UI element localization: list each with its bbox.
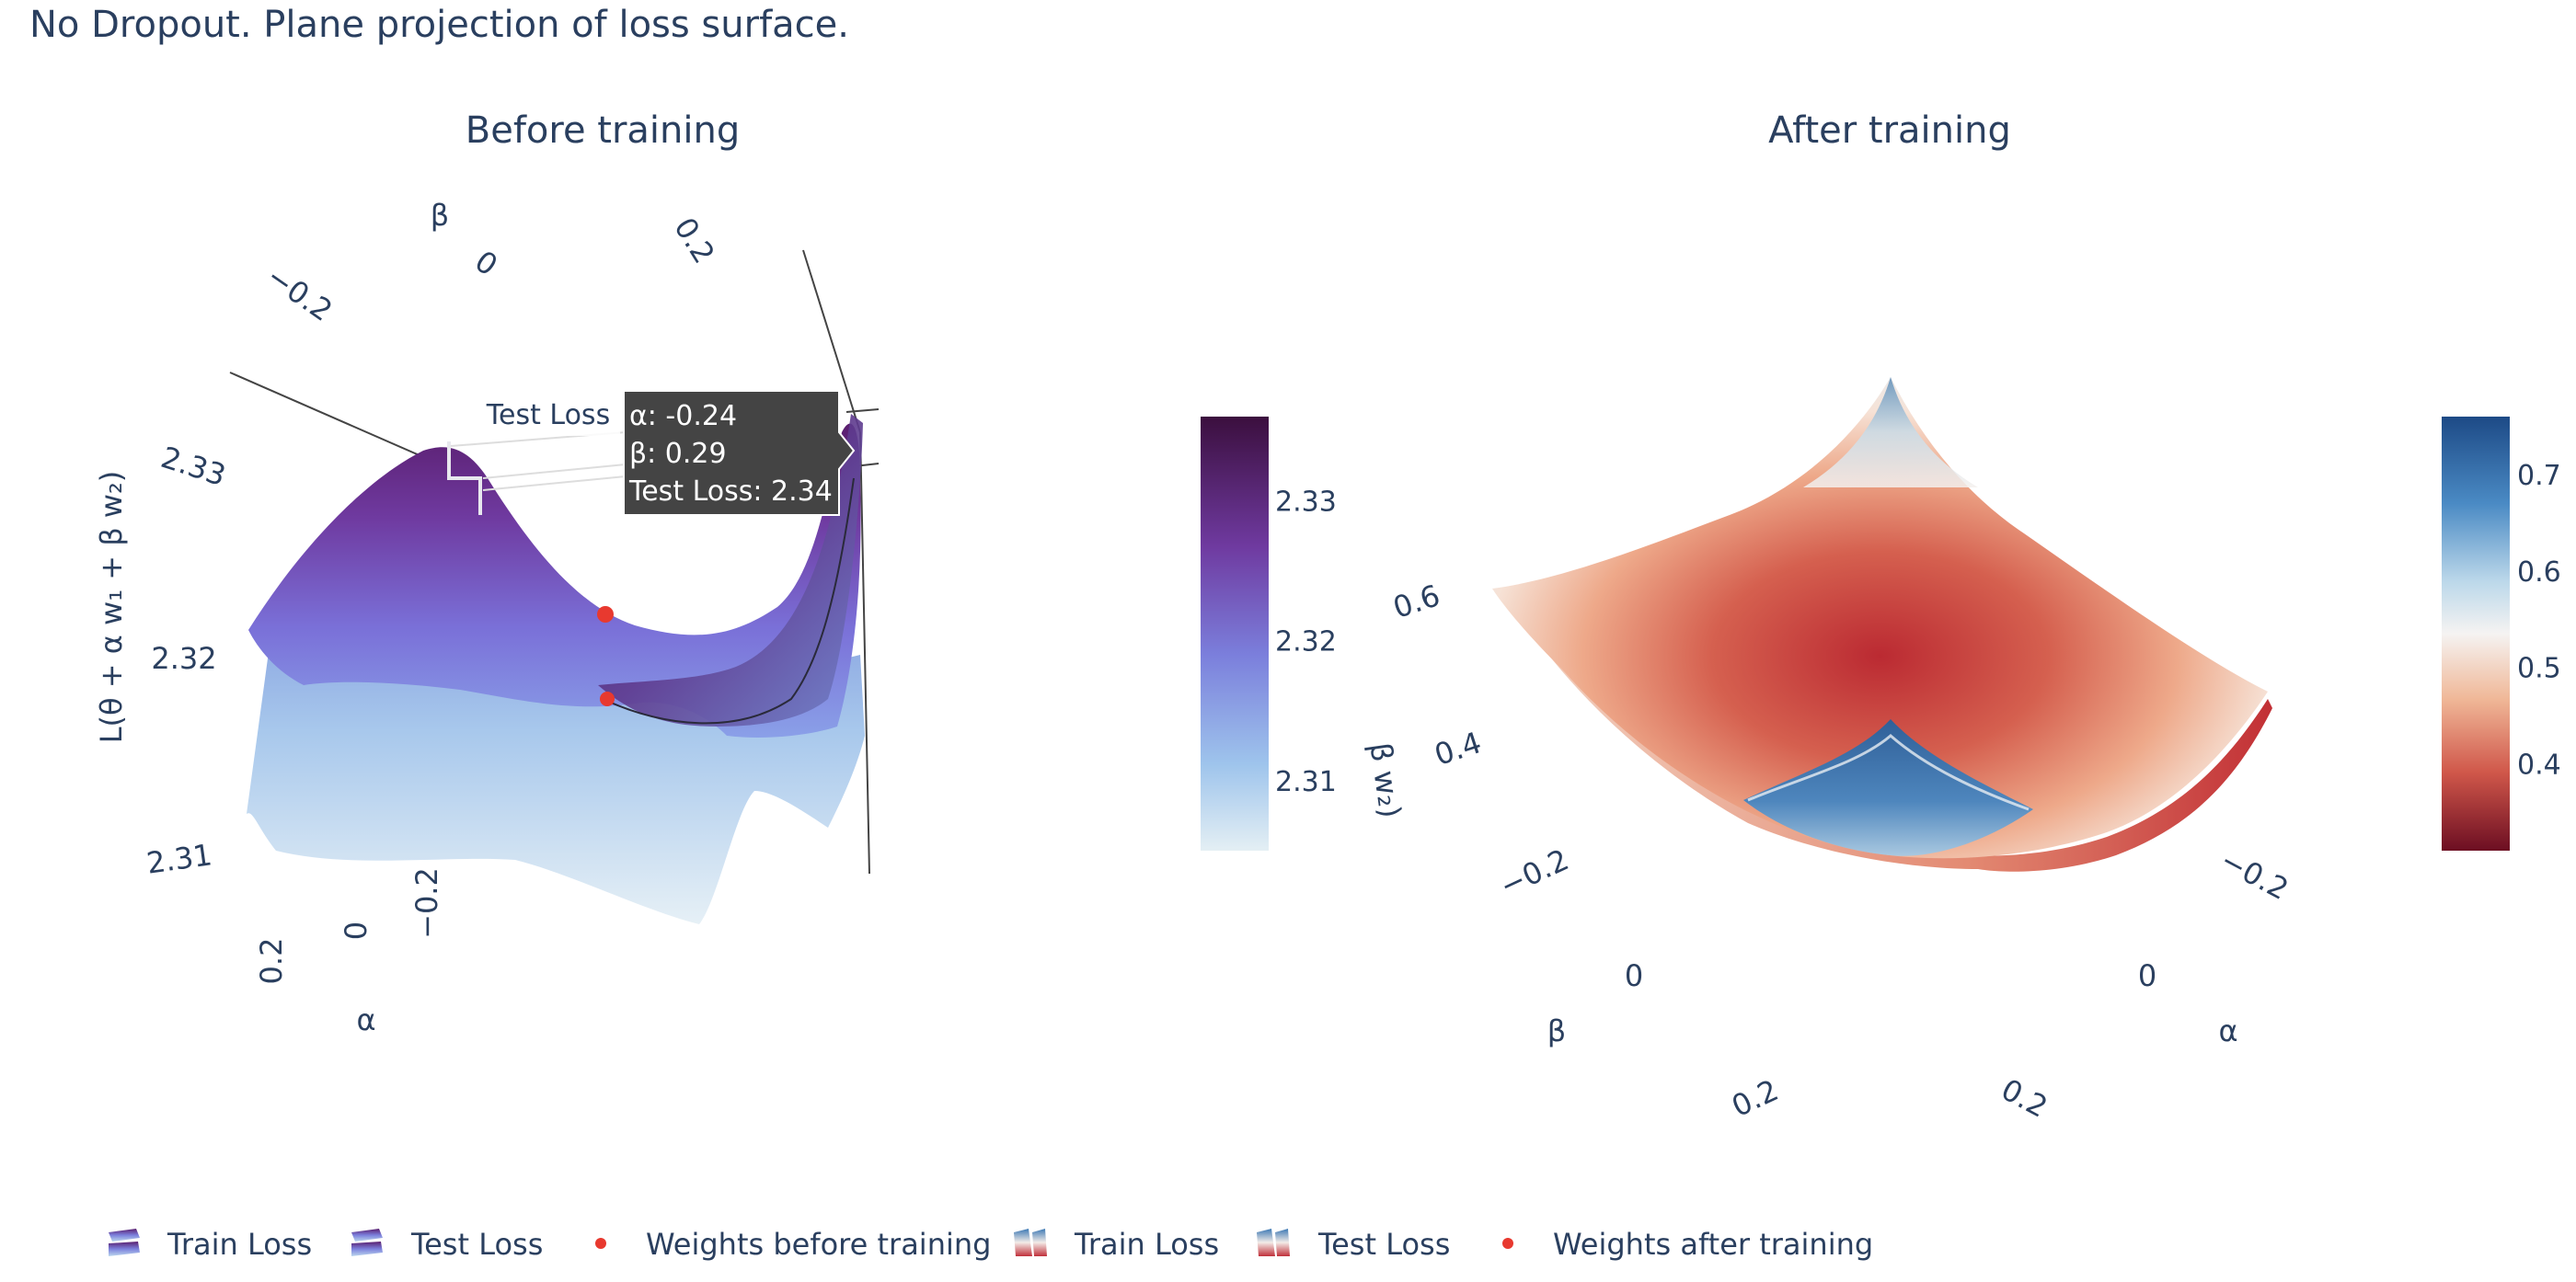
surface-swatch-icon <box>1032 1229 1047 1256</box>
legend-item-weights-after[interactable]: Weights after training <box>1502 1227 1873 1262</box>
surface-swatch-icon <box>351 1229 383 1242</box>
scene-before-training[interactable]: Before training Test Loss α: -0.24 β: 0.… <box>94 109 880 1037</box>
colorbar-tick-label: 0.4 <box>2517 750 2561 782</box>
tick-label-beta: −0.2 <box>260 258 339 328</box>
axis-line <box>859 431 870 875</box>
weights-before-training-marker[interactable] <box>600 692 615 706</box>
axis-title-beta: β <box>1547 1013 1566 1048</box>
hover-alpha: α: -0.24 <box>629 400 737 432</box>
axis-title-loss-fragment: β w₂) <box>1363 740 1408 820</box>
axis-title-beta: β <box>431 198 449 233</box>
legend-label: Test Loss <box>1317 1227 1450 1262</box>
hover-name-box <box>477 390 620 436</box>
tick-label-alpha: −0.2 <box>409 867 444 939</box>
axis-title-alpha: α <box>2218 1013 2237 1048</box>
subplot-title-after: After training <box>1768 109 2011 152</box>
hover-tooltip: Test Loss α: -0.24 β: 0.29 Test Loss: 2.… <box>477 390 856 516</box>
tick-label-loss: 0.6 <box>1389 578 1444 625</box>
surface-edge <box>1747 734 2030 811</box>
surface-swatch-icon <box>1275 1229 1290 1256</box>
subplot-title-before: Before training <box>466 109 740 152</box>
contour-line <box>602 477 855 725</box>
axis-title-loss: L(θ + α w₁ + β w₂) <box>94 471 129 744</box>
surface-spike-after <box>1803 377 1978 487</box>
legend-item-weights-before[interactable]: Weights before training <box>595 1227 991 1262</box>
scene-after-training[interactable]: After training 0.6 0.4 β w₂) −0.2 0 0.2 … <box>1363 109 2294 1125</box>
colorbar-tick-label: 0.6 <box>2517 556 2561 589</box>
tick-label-alpha: −0.2 <box>2214 842 2294 907</box>
tick-label-alpha: 0 <box>2138 958 2156 993</box>
axis-line <box>845 408 880 413</box>
legend-item-test-loss-after[interactable]: Test Loss <box>1257 1227 1450 1262</box>
colorbar-tick-label: 0.7 <box>2517 460 2561 492</box>
colorbar-gradient <box>2442 417 2510 851</box>
tick-label-loss: 0.4 <box>1431 725 1486 773</box>
tick-label-loss: 2.31 <box>144 837 214 881</box>
legend-item-train-loss-after[interactable]: Train Loss <box>1014 1227 1219 1262</box>
legend-label: Train Loss <box>1074 1227 1219 1262</box>
page-title: No Dropout. Plane projection of loss sur… <box>29 4 849 46</box>
legend-label: Train Loss <box>167 1227 312 1262</box>
axis-line <box>229 372 452 470</box>
colorbar-tick-label: 0.5 <box>2517 653 2561 685</box>
colorbar-after-training: 0.7 0.6 0.5 0.4 <box>2442 417 2561 851</box>
tick-label-beta: 0.2 <box>1726 1072 1783 1124</box>
legend-label: Test Loss <box>410 1227 543 1262</box>
colorbar-tick-label: 2.33 <box>1275 486 1337 518</box>
tick-label-alpha: 0.2 <box>1995 1071 2053 1124</box>
hover-trace-name: Test Loss <box>486 399 610 431</box>
weights-before-training-marker[interactable] <box>597 606 614 623</box>
colorbar-gradient <box>1201 417 1269 851</box>
legend-item-test-loss-before[interactable]: Test Loss <box>351 1227 543 1262</box>
hover-spikeline <box>482 464 627 479</box>
legend: Train Loss Test Loss Weights before trai… <box>109 1227 1873 1262</box>
surface-inner-peak-after <box>1743 719 2033 856</box>
surface-train-loss-before[interactable] <box>248 423 861 738</box>
axis-line <box>802 249 861 433</box>
tick-label-beta: 0.2 <box>667 212 721 269</box>
colorbar-tick-label: 2.32 <box>1275 626 1337 658</box>
surface-train-loss-after[interactable] <box>1492 377 2268 859</box>
colorbar-tick-label: 2.31 <box>1275 766 1337 798</box>
red-dot-icon <box>1502 1238 1513 1249</box>
colorbar-before-training: 2.33 2.32 2.31 <box>1201 417 1337 851</box>
tick-label-loss: 2.32 <box>151 641 216 676</box>
tick-label-beta: 0 <box>468 244 503 283</box>
tick-label-alpha: 0.2 <box>254 938 289 985</box>
axis-title-alpha: α <box>356 1002 375 1037</box>
surface-swatch-icon <box>1014 1229 1032 1256</box>
tick-label-alpha: 0 <box>339 921 374 940</box>
hover-box <box>623 390 856 516</box>
legend-label: Weights before training <box>646 1227 991 1262</box>
hover-loss: Test Loss: 2.34 <box>628 475 833 508</box>
tick-label-loss: 2.33 <box>157 440 231 493</box>
hover-spikeline <box>482 475 627 491</box>
hover-spikeline <box>447 441 482 515</box>
surface-ridge-before <box>598 414 863 727</box>
surface-swatch-icon <box>109 1229 140 1242</box>
surface-swatch-icon <box>1257 1229 1275 1256</box>
legend-item-train-loss-before[interactable]: Train Loss <box>109 1227 312 1262</box>
surface-swatch-icon <box>109 1242 140 1256</box>
hover-beta: β: 0.29 <box>629 438 727 470</box>
tick-label-beta: −0.2 <box>1494 841 1573 903</box>
legend-label: Weights after training <box>1553 1227 1873 1262</box>
surface-swatch-icon <box>351 1242 383 1256</box>
tick-label-beta: 0 <box>1625 958 1643 993</box>
red-dot-icon <box>595 1238 606 1249</box>
